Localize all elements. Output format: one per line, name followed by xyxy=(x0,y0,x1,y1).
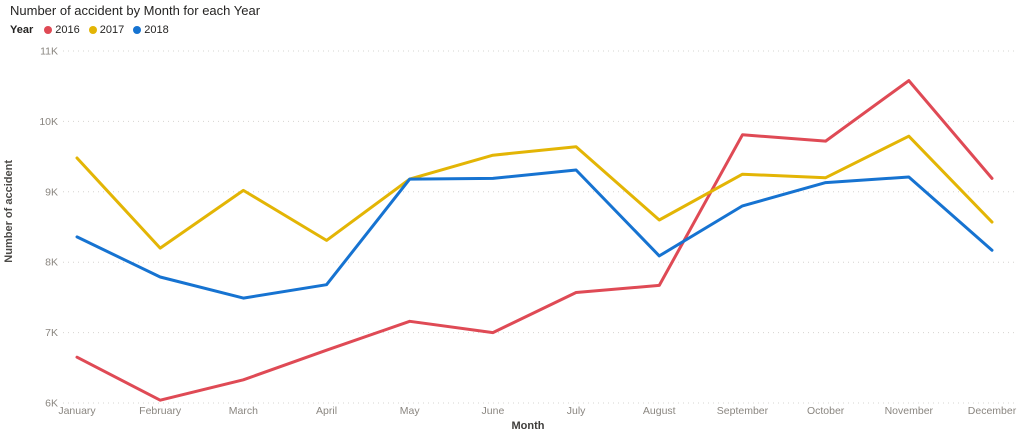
x-tick-label: May xyxy=(400,405,421,417)
legend-dot-2017 xyxy=(88,26,97,34)
legend: Year 2016 2017 2018 xyxy=(10,24,178,36)
legend-item-2018[interactable]: 2018 xyxy=(133,24,169,36)
y-tick-label: 9K xyxy=(45,186,58,198)
legend-dot-2018 xyxy=(133,26,142,34)
y-tick-label: 7K xyxy=(45,327,58,339)
x-tick-label: August xyxy=(643,405,676,417)
x-tick-label: October xyxy=(807,405,845,417)
x-tick-label: June xyxy=(482,405,505,417)
legend-label: 2016 xyxy=(55,24,80,36)
y-tick-label: 11K xyxy=(40,46,58,58)
series-line-2017[interactable] xyxy=(75,134,994,250)
x-axis-title: Month xyxy=(511,420,545,432)
legend-label: 2018 xyxy=(144,24,169,36)
legend-title: Year xyxy=(10,24,34,36)
legend-dot-2016 xyxy=(44,26,53,34)
legend-label: 2017 xyxy=(99,24,125,36)
series-line-2016[interactable] xyxy=(75,79,994,402)
legend-items: 2016 2017 2018 xyxy=(44,24,177,36)
y-tick-label: 10K xyxy=(39,116,58,128)
y-tick-label: 6K xyxy=(45,398,58,410)
y-tick-label: 8K xyxy=(45,257,58,269)
x-tick-label: September xyxy=(717,405,769,417)
x-tick-label: November xyxy=(885,405,934,417)
x-tick-label: February xyxy=(139,405,182,417)
series-line-2018[interactable] xyxy=(75,168,994,300)
legend-item-2017[interactable]: 2017 xyxy=(88,24,125,36)
x-tick-label: December xyxy=(968,405,1017,417)
x-tick-label: July xyxy=(567,405,586,417)
x-tick-label: March xyxy=(229,405,258,417)
x-tick-label: January xyxy=(58,405,96,417)
legend-item-2016[interactable]: 2016 xyxy=(44,24,80,36)
chart-title: Number of accident by Month for each Yea… xyxy=(10,3,261,18)
x-tick-label: April xyxy=(316,405,337,417)
